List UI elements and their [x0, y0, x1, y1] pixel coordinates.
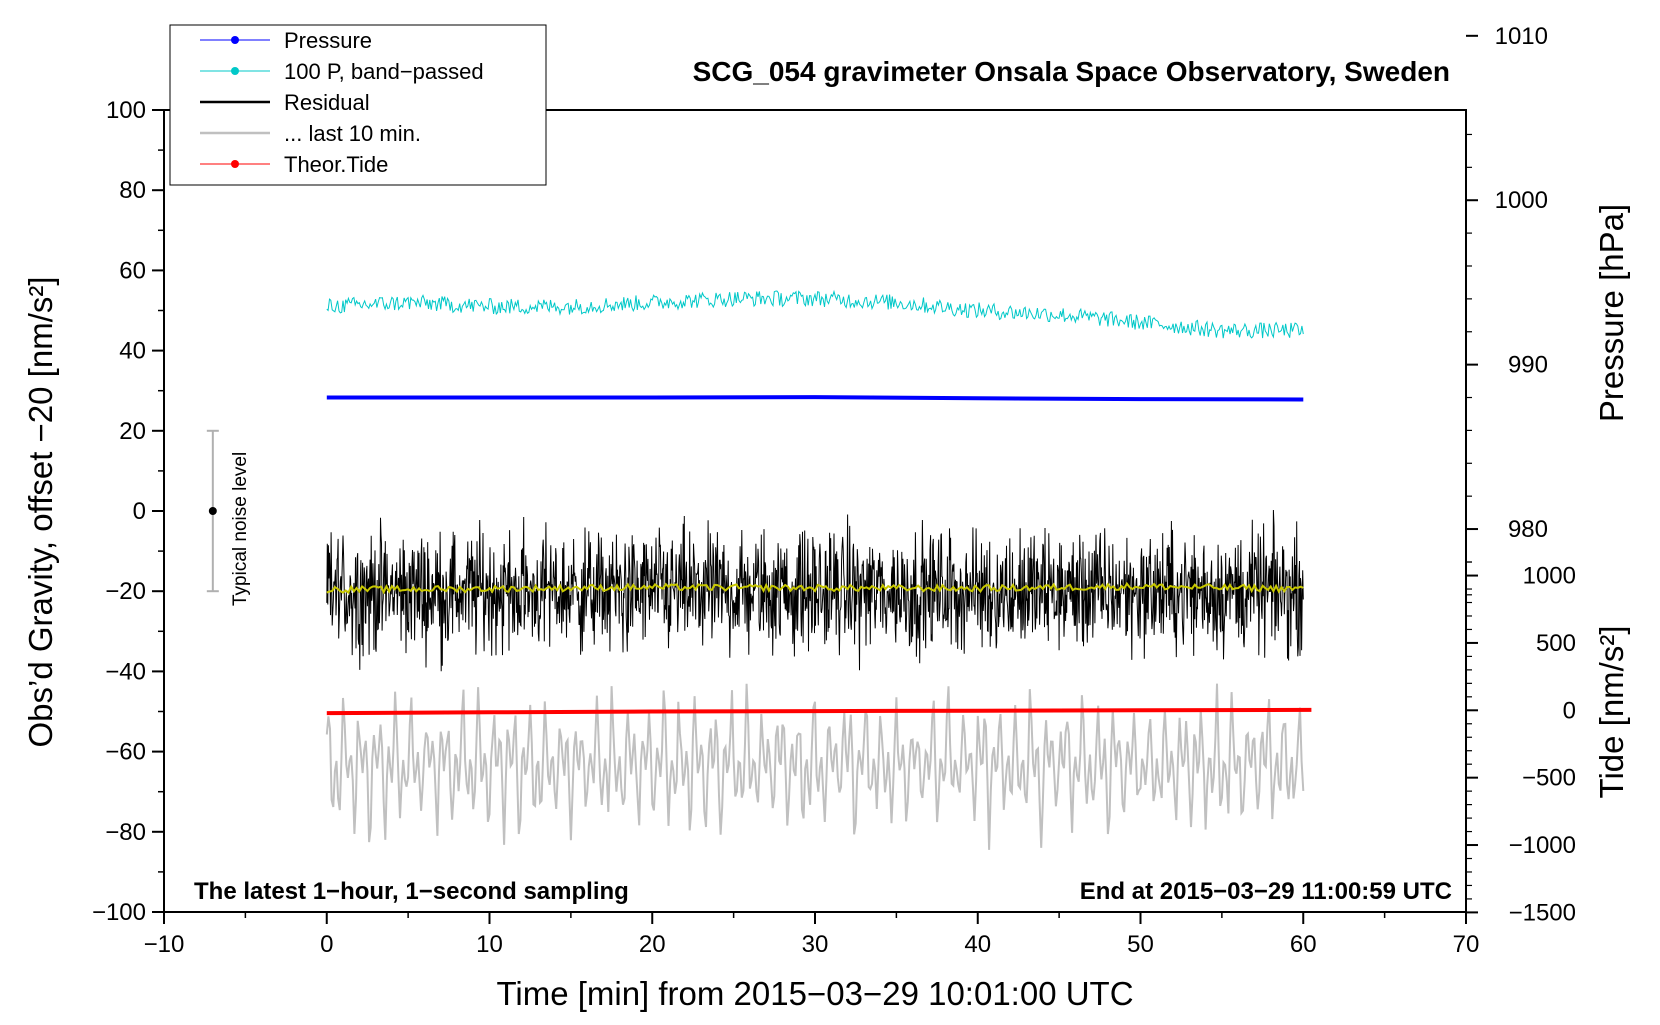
series-layer	[325, 289, 1312, 850]
tide-axis: −1500 −1000 −500 0 500 1000	[1466, 561, 1576, 926]
y-tick-label: 80	[119, 177, 146, 204]
pressure-axis-label: Pressure [hPa]	[1593, 204, 1630, 422]
pressure-tick-label: 1010	[1495, 23, 1548, 50]
tide-tick-label: 500	[1536, 630, 1576, 657]
series-theoretical-tide	[326, 707, 1312, 716]
series-pressure	[326, 395, 1304, 402]
x-tick-label: 20	[639, 931, 666, 958]
legend-label: Residual	[284, 90, 370, 115]
y-tick-label: −40	[105, 658, 146, 685]
legend-box	[169, 24, 547, 186]
series-band-passed-pressure	[326, 289, 1304, 339]
legend-label: 100 P, band−passed	[284, 59, 484, 84]
series-last-10-min	[325, 683, 1305, 850]
x-tick-label: 30	[802, 931, 829, 958]
y-tick-label: −60	[105, 739, 146, 766]
x-tick-label: 40	[964, 931, 991, 958]
tide-tick-label: 1000	[1523, 563, 1576, 590]
tide-axis-label: Tide [nm/s²]	[1593, 626, 1630, 799]
annotation-end-time: End at 2015−03−29 11:00:59 UTC	[1080, 878, 1452, 905]
legend: Pressure 100 P, band−passed Residual ... la…	[169, 24, 547, 186]
pressure-axis: 9809901000101010201030	[1465, 23, 1548, 612]
tide-tick-label: −1000	[1509, 832, 1576, 859]
y-tick-label: 20	[119, 418, 146, 445]
noise-level-indicator: Typical noise level	[206, 429, 251, 606]
legend-marker	[231, 160, 239, 168]
noise-bar-center-dot	[208, 507, 217, 515]
annotation-sampling: The latest 1−hour, 1−second sampling	[194, 878, 629, 905]
legend-label: ... last 10 min.	[284, 121, 421, 146]
pressure-tick-label: 1000	[1495, 187, 1548, 214]
y-tick-label: 40	[119, 338, 146, 365]
x-axis-label: Time [min] from 2015−03−29 10:01:00 UTC	[496, 975, 1133, 1012]
left-y-axis-label: Obs’d Gravity, offset −20 [nm/s²]	[22, 276, 59, 747]
chart-title: SCG_054 gravimeter Onsala Space Observat…	[693, 56, 1450, 87]
tide-tick-label: −1500	[1509, 899, 1576, 926]
left-y-axis: −100 −80 −60 −40 −20 0 20 40 60 80 100	[92, 97, 164, 926]
legend-marker	[231, 67, 239, 75]
x-tick-label: 60	[1290, 931, 1317, 958]
pressure-tick-label: 990	[1508, 352, 1548, 379]
x-tick-label: 70	[1453, 931, 1480, 958]
pressure-tick-label: 980	[1508, 516, 1548, 543]
x-tick-label: −10	[144, 931, 185, 958]
y-tick-label: −80	[105, 819, 146, 846]
y-tick-label: 100	[106, 97, 146, 124]
series-residual-smoothed	[326, 581, 1304, 595]
noise-level-label: Typical noise level	[230, 452, 251, 606]
series-residual	[326, 509, 1304, 672]
legend-marker	[231, 36, 239, 44]
y-tick-label: −100	[92, 899, 146, 926]
x-tick-label: 10	[476, 931, 503, 958]
x-axis: −10 0 10 20 30 40 50 60 70	[144, 912, 1480, 958]
legend-label: Pressure	[284, 28, 372, 53]
x-tick-label: 0	[320, 931, 333, 958]
tide-tick-label: −500	[1522, 765, 1576, 792]
tide-tick-label: 0	[1563, 697, 1576, 724]
y-tick-label: 0	[133, 498, 146, 525]
x-tick-label: 50	[1127, 931, 1154, 958]
y-tick-label: −20	[105, 578, 146, 605]
y-tick-label: 60	[119, 257, 146, 284]
legend-label: Theor.Tide	[284, 152, 388, 177]
